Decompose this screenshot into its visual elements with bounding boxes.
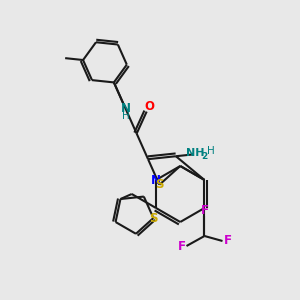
Text: O: O [145,100,155,113]
Text: H: H [122,111,130,121]
Text: 2: 2 [202,152,208,161]
Text: NH: NH [186,148,204,158]
Text: F: F [178,239,185,253]
Text: N: N [121,103,131,116]
Text: H: H [207,146,215,156]
Text: S: S [155,178,164,191]
Text: N: N [151,173,161,187]
Text: S: S [149,212,158,224]
Text: F: F [224,235,232,248]
Text: F: F [200,205,208,218]
